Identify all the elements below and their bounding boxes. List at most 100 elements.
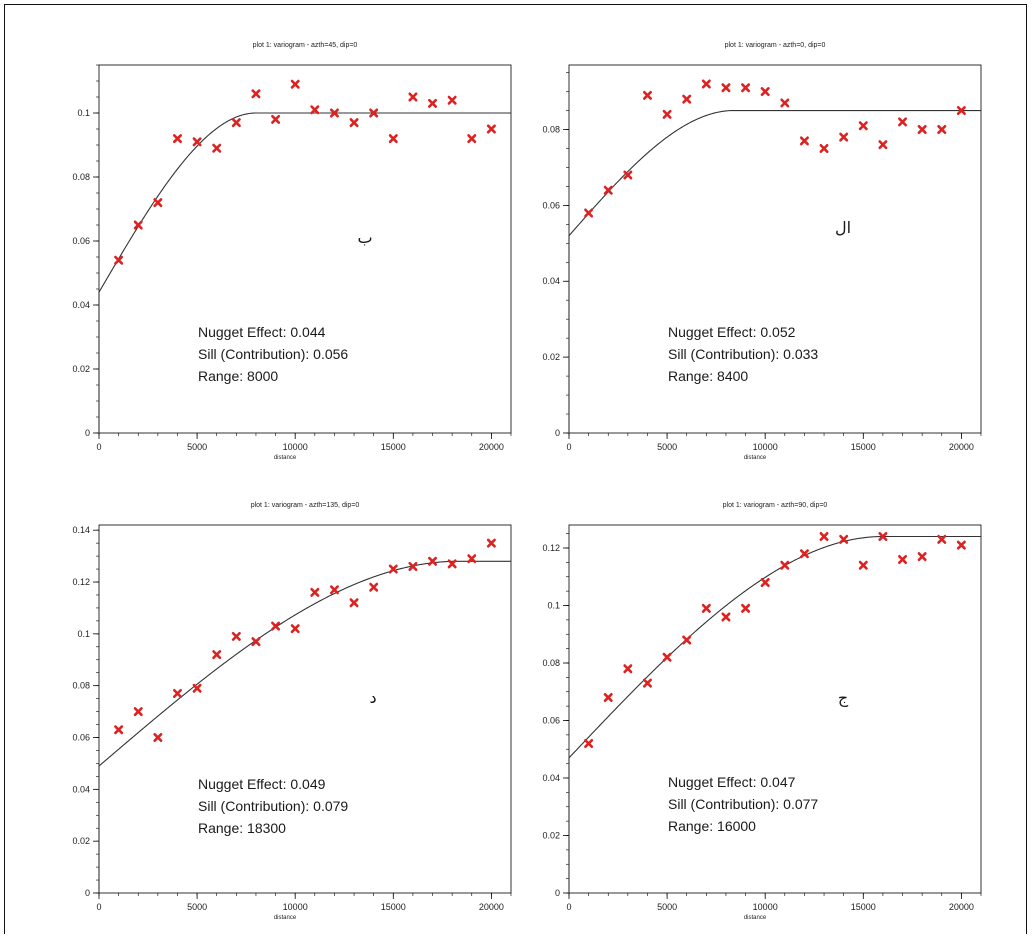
data-point-stroke [917, 552, 927, 562]
data-point-stroke [701, 603, 711, 613]
data-point [780, 98, 790, 108]
y-tick-label: 0.08 [542, 658, 560, 668]
x-tick-label: 15000 [381, 902, 406, 912]
data-point [858, 121, 868, 131]
data-point-stroke [760, 578, 770, 587]
data-point [388, 134, 398, 144]
variogram-model-curve [98, 560, 511, 893]
data-point-stroke [290, 79, 300, 89]
data-point-stroke [584, 739, 594, 748]
plot-area [98, 64, 512, 434]
data-point [956, 106, 966, 116]
data-point-stroke [212, 143, 222, 153]
x-tick-label: 20000 [949, 442, 974, 452]
data-point [780, 560, 790, 570]
data-point-stroke [133, 220, 143, 230]
x-tick-label: 0 [566, 442, 571, 452]
x-tick-label: 20000 [949, 902, 974, 912]
data-point [428, 556, 438, 566]
chart-svg: plot 1: variogram - azth=135, dip=0 0 0.02… [72, 502, 512, 921]
data-point-stroke [682, 94, 692, 104]
data-point [329, 108, 339, 118]
data-point-stroke [329, 585, 339, 595]
data-point-stroke [428, 556, 438, 566]
data-point-stroke [114, 255, 124, 265]
data-point [114, 725, 124, 735]
data-point-stroke [486, 124, 496, 134]
panel-letter: ج [838, 688, 849, 708]
data-point-stroke [839, 132, 849, 142]
y-tick-label: 0.1 [547, 601, 560, 611]
data-point-stroke [388, 134, 398, 144]
data-point [310, 587, 320, 597]
data-point [760, 87, 770, 97]
data-point [623, 664, 633, 674]
data-point [956, 540, 966, 550]
x-tick-label: 5000 [187, 902, 207, 912]
y-tick-label: 0.06 [72, 733, 90, 743]
plot-area [568, 64, 982, 434]
y-tick-label: 0 [85, 428, 90, 438]
y-tick-label: 0.04 [72, 784, 90, 794]
data-point-stroke [682, 635, 692, 645]
x-tick-label: 0 [96, 902, 101, 912]
data-point [467, 554, 477, 564]
data-point [741, 83, 751, 93]
annotation-line: Nugget Effect: 0.047 [668, 774, 796, 790]
y-tick-label: 0.02 [72, 364, 90, 374]
annotation-line: Range: 8000 [198, 368, 278, 384]
data-point [251, 89, 261, 99]
data-point [898, 117, 908, 127]
data-point-stroke [153, 198, 163, 208]
annotation-line: Range: 18300 [198, 820, 286, 836]
data-point [682, 94, 692, 104]
y-tick-label: 0 [555, 428, 560, 438]
data-point-stroke [408, 561, 418, 571]
data-point [349, 118, 359, 128]
data-point [721, 612, 731, 622]
data-point [271, 621, 281, 631]
data-point [917, 124, 927, 134]
data-point-stroke [898, 117, 908, 127]
data-point [172, 134, 182, 144]
data-point-stroke [290, 624, 300, 634]
data-point-stroke [878, 140, 888, 150]
data-point [584, 208, 594, 218]
x-tick-label: 20000 [479, 442, 504, 452]
data-point-stroke [603, 693, 613, 702]
data-point-stroke [349, 118, 359, 128]
data-point [153, 198, 163, 208]
data-point [662, 109, 672, 119]
x-axis-label: distance [744, 455, 767, 461]
data-point-stroke [133, 707, 143, 717]
data-point [623, 170, 633, 180]
data-point-stroke [212, 650, 222, 660]
data-point [408, 561, 418, 571]
y-tick-label: 0.08 [542, 124, 560, 134]
data-point [290, 624, 300, 634]
panel-letter: ب [357, 228, 372, 247]
data-point [741, 603, 751, 613]
data-point-stroke [741, 83, 751, 93]
y-tick-label: 0.12 [72, 577, 90, 587]
data-point-stroke [447, 559, 457, 569]
plot-area [568, 524, 982, 894]
y-tick-label: 0.14 [72, 525, 90, 535]
annotation-line: Range: 16000 [668, 818, 756, 834]
y-tick-label: 0.02 [542, 831, 560, 841]
annotation-line: Sill (Contribution): 0.056 [198, 346, 348, 362]
data-point [839, 534, 849, 544]
data-point [349, 598, 359, 608]
y-tick-label: 0.02 [542, 352, 560, 362]
data-point [662, 652, 672, 662]
x-tick-label: 15000 [381, 442, 406, 452]
data-point-stroke [192, 683, 202, 693]
x-axis-label: distance [744, 915, 767, 921]
figure-frame: plot 1: variogram - azth=45, dip=0 0 0.02 0… [4, 4, 1027, 934]
y-tick-label: 0.02 [72, 836, 90, 846]
data-point-stroke [172, 134, 182, 144]
data-point-stroke [741, 603, 751, 613]
x-tick-label: 0 [566, 902, 571, 912]
annotation-line: Nugget Effect: 0.049 [198, 776, 326, 792]
data-point-stroke [937, 124, 947, 134]
